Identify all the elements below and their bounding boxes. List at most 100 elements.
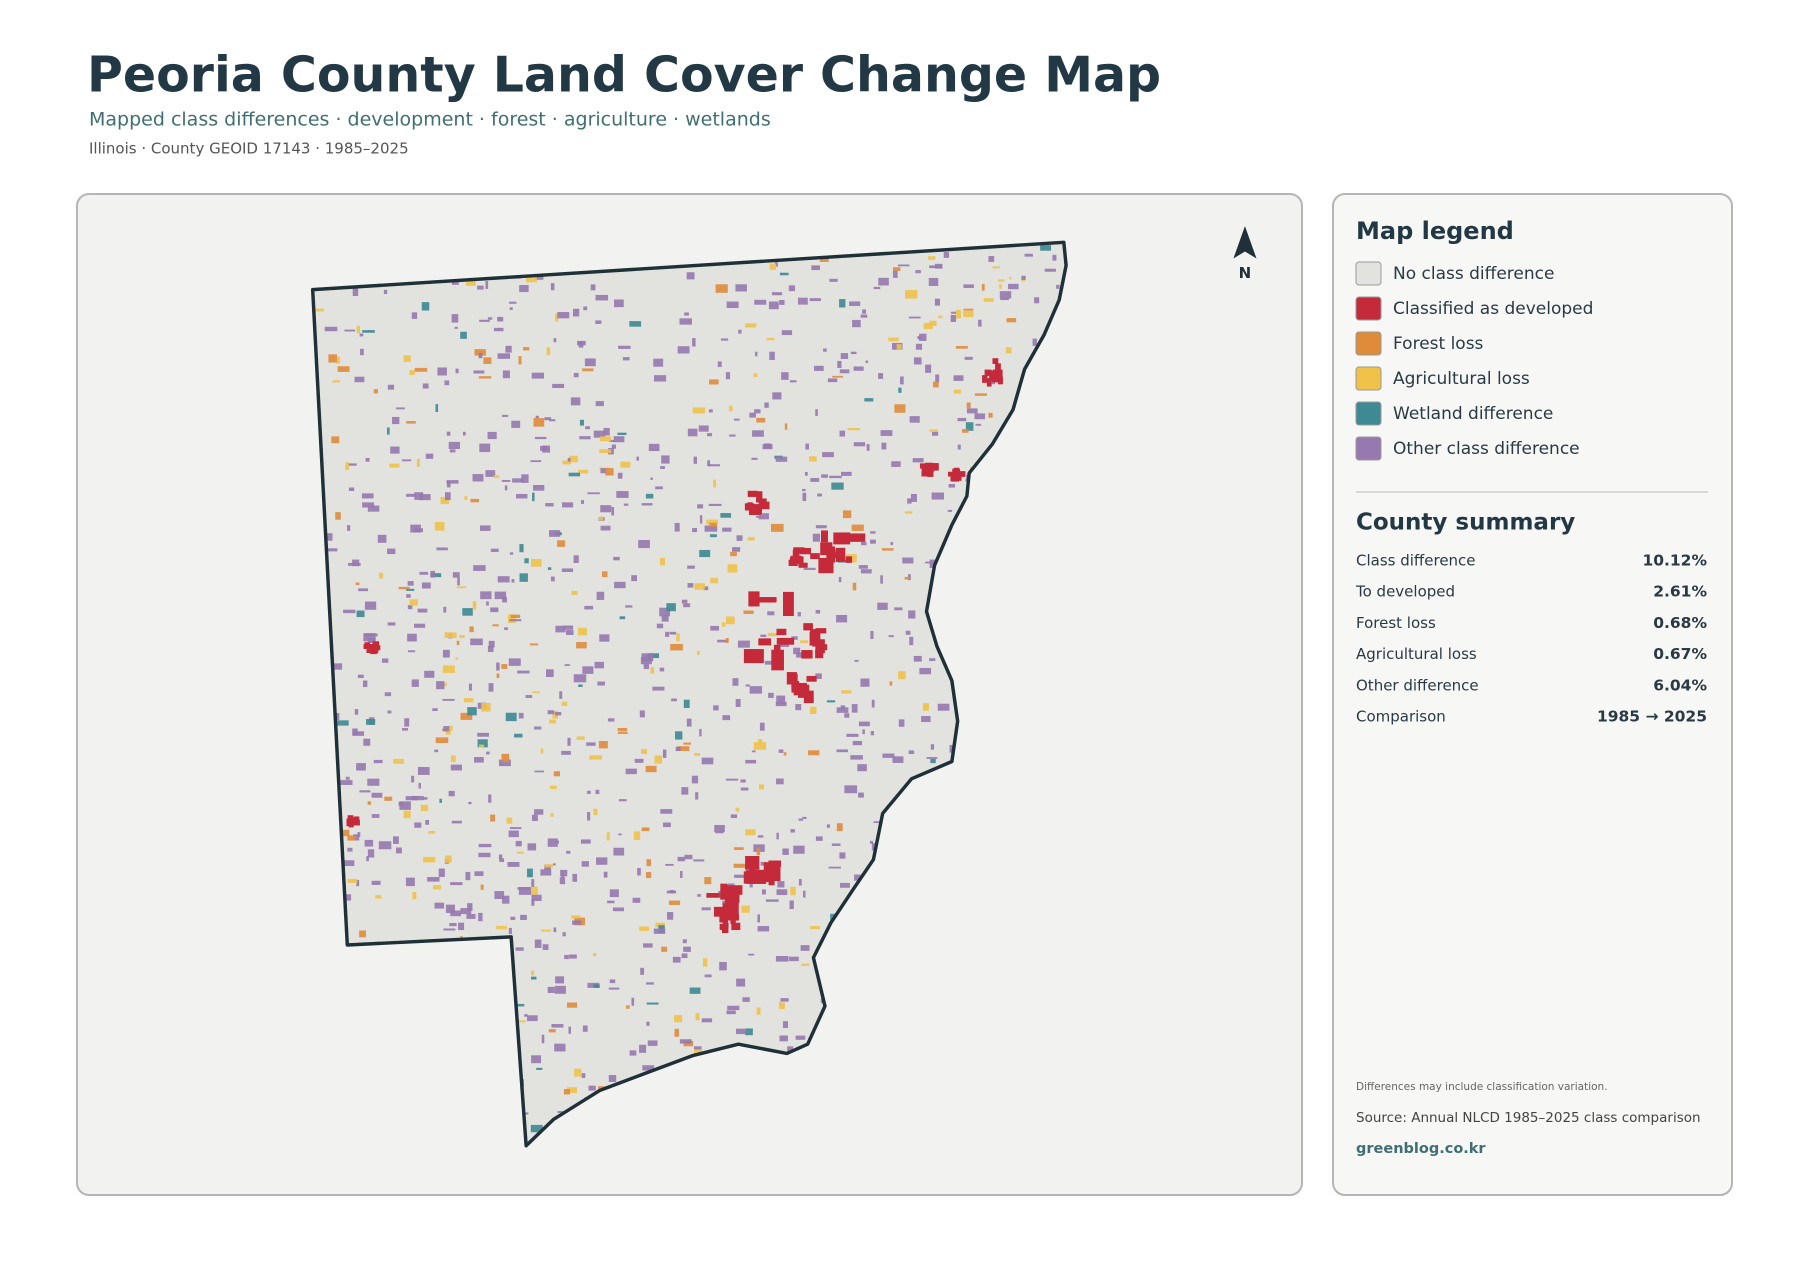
change-patch xyxy=(692,338,696,347)
summary-label: To developed xyxy=(1355,583,1455,601)
change-patch xyxy=(354,709,359,715)
change-patch xyxy=(527,868,533,878)
change-patch xyxy=(617,432,627,435)
change-patch xyxy=(907,498,912,504)
change-patch xyxy=(347,463,357,466)
change-patch xyxy=(953,375,964,381)
change-patch xyxy=(670,643,683,651)
change-patch xyxy=(618,833,622,836)
change-patch xyxy=(857,764,867,772)
change-patch xyxy=(648,443,660,452)
change-patch xyxy=(455,657,459,660)
north-label: N xyxy=(1239,264,1252,282)
change-patch xyxy=(555,712,562,716)
change-patch xyxy=(587,811,591,821)
change-patch xyxy=(599,634,610,642)
developed-patch xyxy=(957,471,966,477)
change-patch xyxy=(502,895,510,904)
change-patch xyxy=(499,759,511,767)
change-patch xyxy=(344,860,355,867)
change-patch xyxy=(547,567,552,570)
change-patch xyxy=(725,616,735,625)
change-patch xyxy=(983,298,994,302)
change-patch xyxy=(860,678,870,687)
change-patch xyxy=(618,345,631,349)
change-patch xyxy=(760,861,766,866)
change-patch xyxy=(508,927,512,935)
change-patch xyxy=(899,376,904,385)
change-patch xyxy=(524,1014,528,1017)
change-patch xyxy=(795,1035,806,1040)
change-patch xyxy=(652,686,665,691)
change-patch xyxy=(1034,297,1040,304)
legend: No class difference Classified as develop… xyxy=(1355,261,1593,461)
change-patch xyxy=(858,792,864,798)
change-patch xyxy=(395,847,402,854)
change-patch xyxy=(387,548,396,555)
change-patch xyxy=(672,956,681,963)
change-patch xyxy=(768,301,779,310)
change-patch xyxy=(571,915,581,919)
change-patch xyxy=(866,444,870,451)
developed-patch xyxy=(760,501,770,510)
change-patch xyxy=(579,436,591,440)
change-patch xyxy=(653,928,666,934)
change-patch xyxy=(614,299,624,308)
change-patch xyxy=(647,653,660,659)
change-patch xyxy=(771,292,783,296)
change-patch xyxy=(407,605,413,610)
change-patch xyxy=(510,614,521,618)
change-patch xyxy=(699,549,711,558)
change-patch xyxy=(679,318,692,325)
change-patch xyxy=(694,753,701,756)
change-patch xyxy=(950,314,957,322)
change-patch xyxy=(765,899,779,902)
change-patch xyxy=(623,503,629,506)
change-patch xyxy=(460,908,472,915)
change-patch xyxy=(595,320,602,324)
change-patch xyxy=(741,905,750,913)
change-patch xyxy=(545,503,554,507)
change-patch xyxy=(988,412,993,418)
change-patch xyxy=(577,627,587,636)
change-patch xyxy=(494,591,507,600)
change-patch xyxy=(478,852,491,858)
change-patch xyxy=(905,290,918,299)
change-patch xyxy=(689,987,701,994)
change-patch xyxy=(1000,297,1009,301)
change-patch xyxy=(501,753,510,762)
change-patch xyxy=(462,431,466,436)
change-patch xyxy=(909,636,914,646)
change-patch xyxy=(850,351,857,355)
change-patch xyxy=(366,856,369,862)
change-patch xyxy=(793,845,805,854)
change-patch xyxy=(695,792,699,800)
change-patch xyxy=(531,1055,542,1064)
change-patch xyxy=(898,719,905,727)
change-patch xyxy=(561,568,574,572)
change-patch xyxy=(638,539,650,549)
change-patch xyxy=(572,308,580,317)
change-patch xyxy=(898,671,906,680)
change-patch xyxy=(541,929,552,932)
legend-label: Classified as developed xyxy=(1393,299,1593,319)
developed-patch xyxy=(927,468,934,477)
change-patch xyxy=(779,1035,788,1042)
developed-patch xyxy=(372,641,380,649)
change-patch xyxy=(534,809,544,815)
change-patch xyxy=(559,691,563,699)
change-patch xyxy=(417,608,428,613)
change-patch xyxy=(477,739,488,748)
change-patch xyxy=(460,936,463,939)
change-patch xyxy=(1008,283,1019,290)
change-patch xyxy=(754,299,767,305)
change-patch xyxy=(637,867,641,876)
change-patch xyxy=(561,701,568,706)
change-patch xyxy=(486,751,490,755)
change-patch xyxy=(509,552,514,555)
change-patch xyxy=(957,417,967,422)
change-patch xyxy=(544,864,553,868)
change-patch xyxy=(717,639,729,643)
change-patch xyxy=(480,591,492,600)
change-patch xyxy=(629,1050,637,1056)
